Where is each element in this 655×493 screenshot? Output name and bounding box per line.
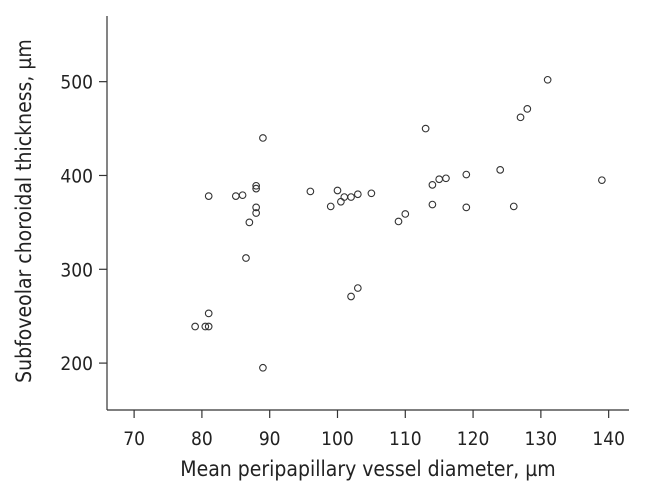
data-point [367,189,376,198]
data-point [347,193,355,201]
data-point [259,134,267,142]
data-point [435,175,444,184]
y-tick-label: 500 [60,72,93,94]
y-axis-label: Subfoveolar choroidal thickness, µm [12,39,36,383]
data-point [337,197,345,206]
data-point [598,176,606,185]
data-point [252,203,260,212]
y-ticks: 200 300 400 500 [60,72,107,375]
data-point [259,363,267,372]
data-point [394,217,403,226]
data-point [543,75,552,84]
data-points [191,75,606,372]
data-point [245,218,254,227]
data-point [442,174,450,183]
data-point [306,187,315,196]
data-point [238,191,247,200]
x-tick-label: 100 [321,428,354,450]
data-point [252,181,260,190]
x-tick-label: 90 [259,428,281,450]
data-point [231,192,240,200]
x-tick-label: 130 [525,428,558,450]
y-tick-label: 300 [60,259,93,281]
data-point [326,202,335,211]
data-point [462,203,471,212]
data-point [353,190,362,199]
data-point [252,184,260,193]
data-point [252,209,260,217]
data-point [462,170,471,179]
x-tick-label: 140 [592,428,625,450]
data-point [347,292,355,301]
y-tick-label: 200 [60,353,93,375]
data-point [523,105,532,113]
data-point [204,192,213,200]
y-tick-label: 400 [60,165,93,187]
data-point [516,113,525,122]
data-point [421,124,430,133]
x-tick-label: 120 [457,428,490,450]
x-tick-label: 110 [389,428,422,450]
x-tick-label: 70 [123,428,145,450]
x-ticks: 70 80 90 100 110 120 130 140 [123,410,625,450]
data-point [496,165,505,174]
data-point [204,309,213,318]
x-tick-label: 80 [191,428,213,450]
data-point [242,254,250,262]
data-point [428,181,437,189]
data-point [509,202,518,211]
data-point [191,322,199,331]
data-point [353,284,362,292]
data-point [201,322,210,331]
data-point [401,210,410,218]
data-point [333,186,342,195]
axes [106,16,629,411]
x-axis-label: Mean peripapillary vessel diameter, µm [180,457,555,481]
data-point [340,193,349,201]
data-point [428,200,437,209]
data-point [204,322,213,331]
